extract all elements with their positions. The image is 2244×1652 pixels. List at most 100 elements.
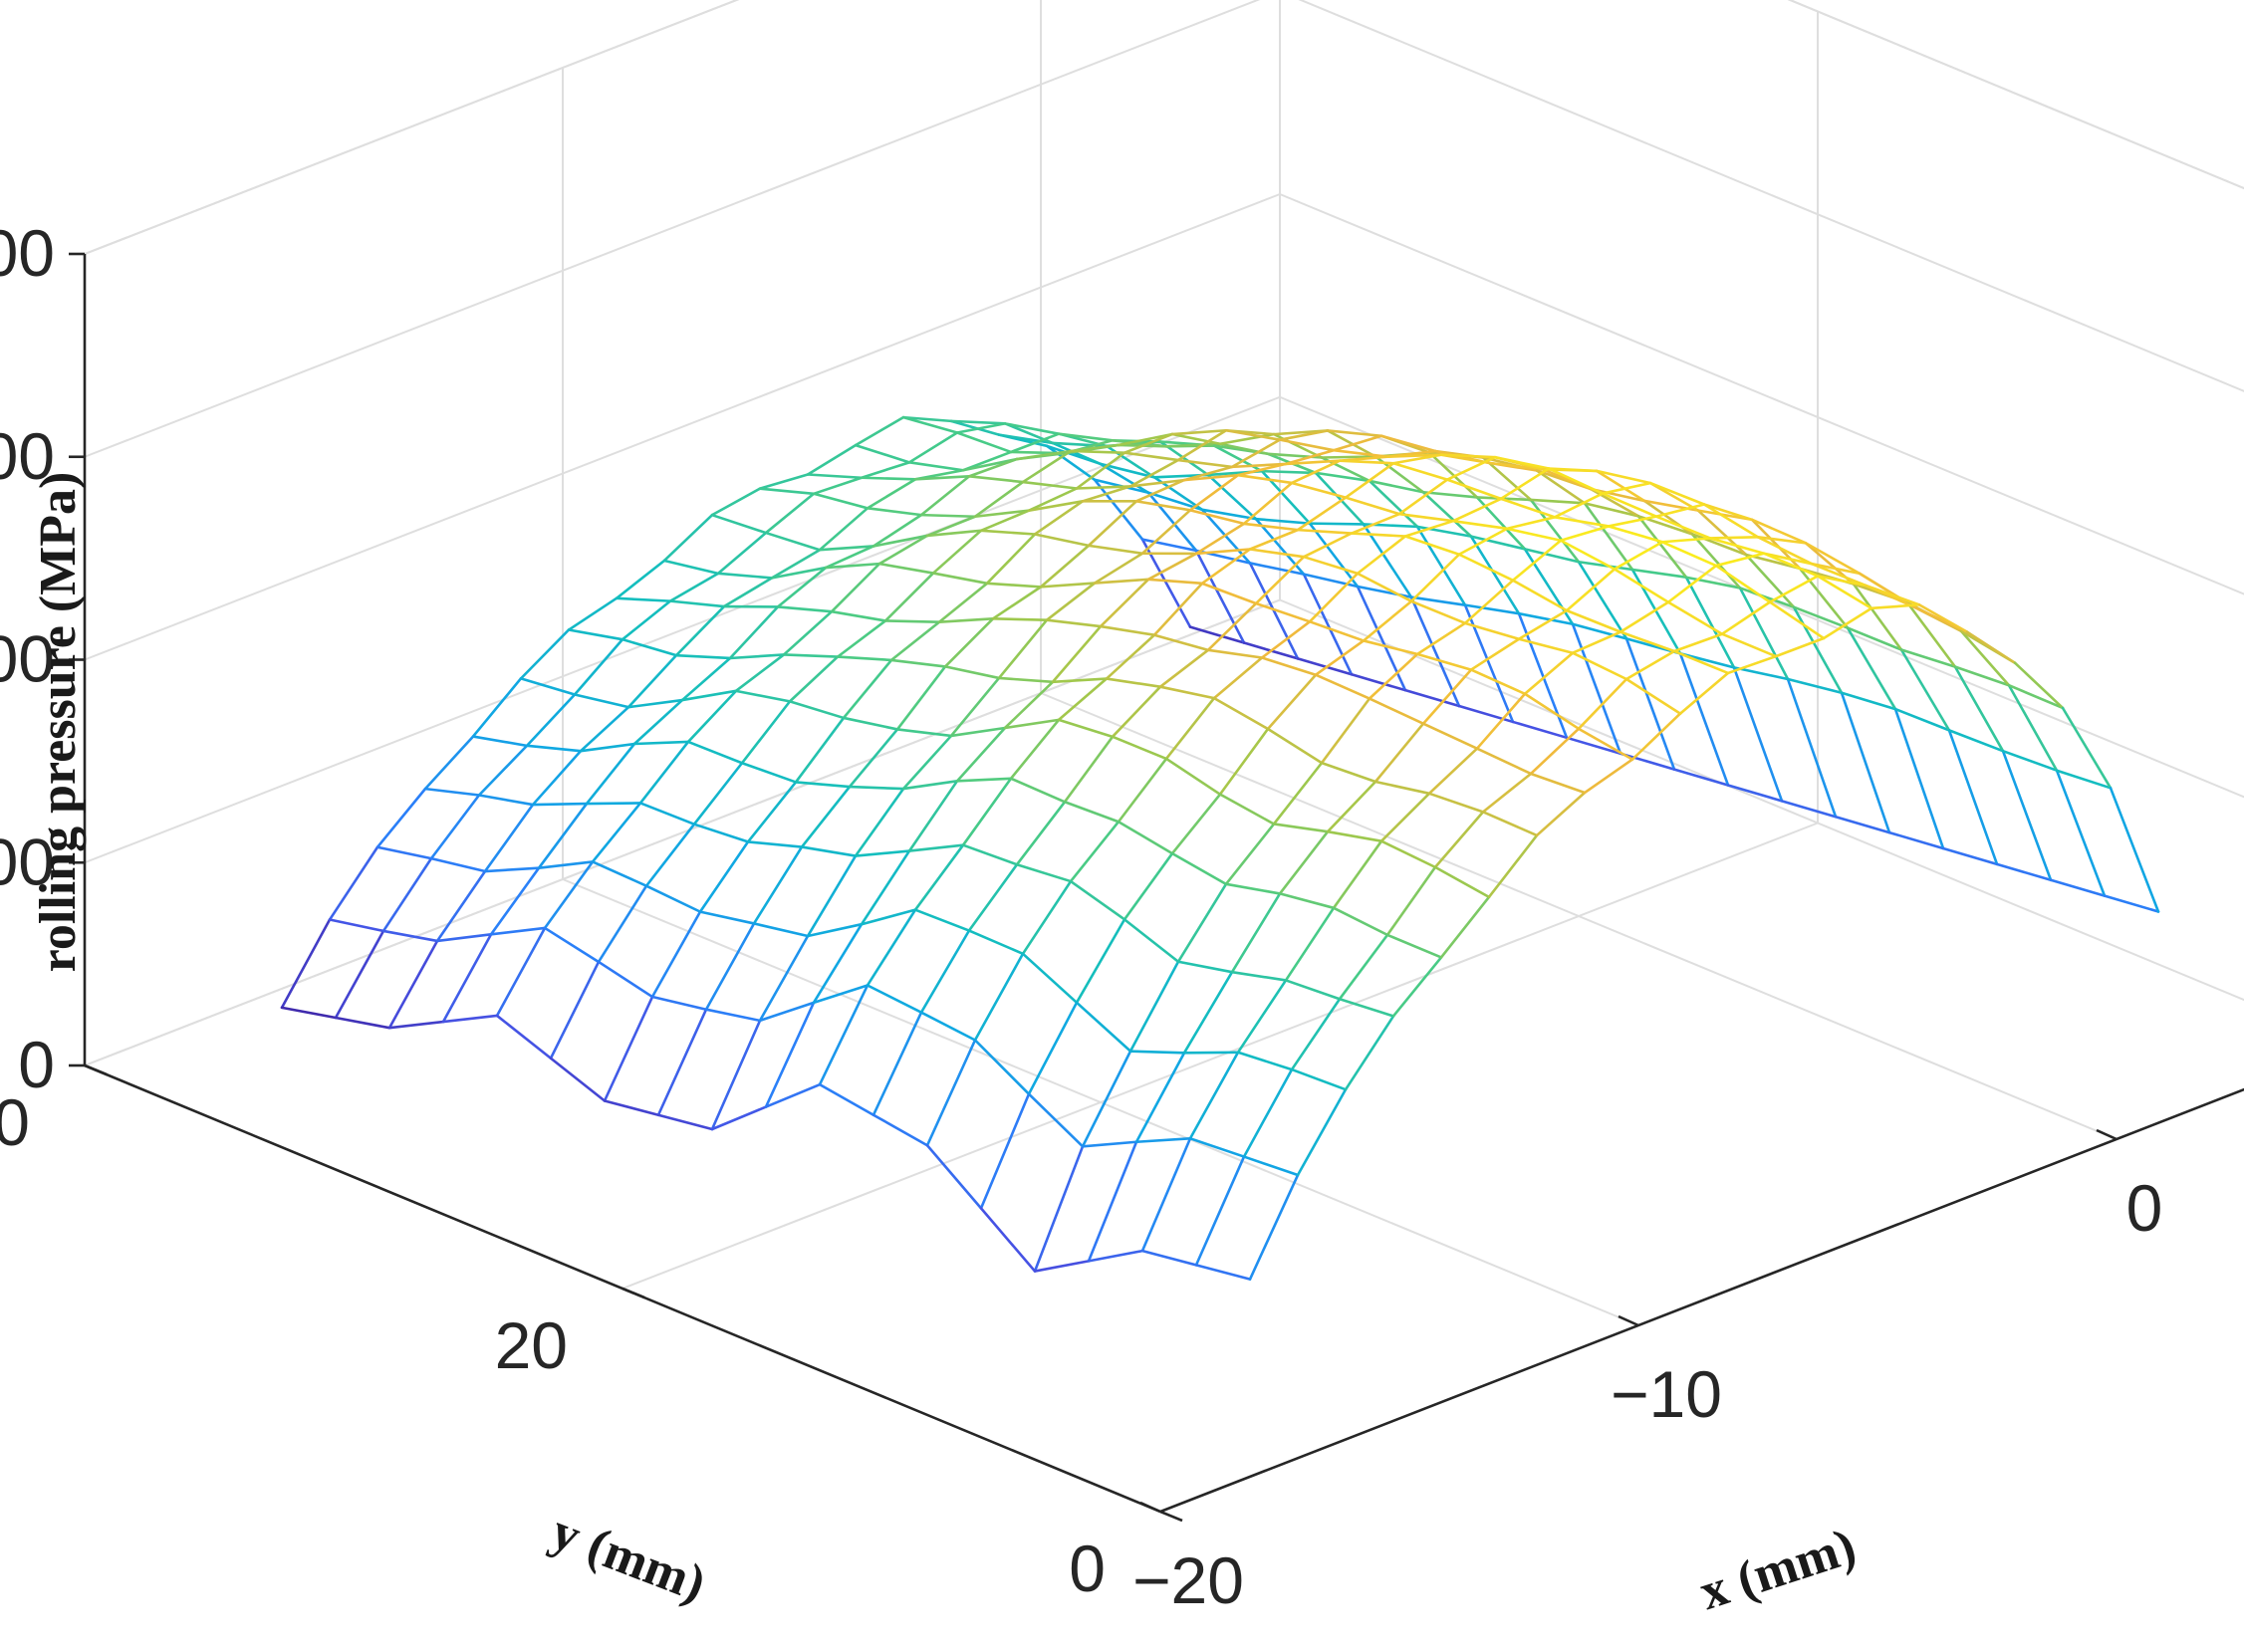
mesh-line [603,1099,660,1117]
mesh-line [1093,478,1144,541]
mesh-line [381,929,439,943]
mesh-line [1290,997,1342,1071]
mesh-line [764,1082,822,1108]
mesh-line [1164,696,1216,761]
mesh-line [1571,651,1628,681]
mesh-line [1248,1173,1300,1281]
mesh-line [991,586,1043,620]
mesh-line [734,689,792,703]
mesh-line [1756,536,1814,566]
mesh-line [991,616,1049,621]
mesh-line [955,431,1013,454]
mesh-line [901,415,959,434]
mesh-line [1481,456,1533,502]
mesh-line [883,619,941,624]
mesh-line [1403,519,1455,538]
mesh-line [1505,527,1563,543]
mesh-line [1272,823,1330,833]
mesh-line [1045,618,1103,628]
mesh-line [1947,729,1999,866]
mesh-line [854,787,905,857]
mesh-line [1505,516,1557,531]
mesh-line [812,984,870,1005]
mesh-line [1021,879,1073,956]
mesh-line [1128,1050,1186,1055]
mesh-line [1858,572,1915,608]
mesh-line [1170,793,1222,855]
mesh-line [662,513,714,563]
mesh-line [1834,815,1891,834]
mesh-line [1756,536,1808,545]
mesh-line [1045,444,1097,482]
mesh-line [1577,560,1628,640]
mesh-line [1188,1137,1246,1158]
mesh-line [1678,671,1730,715]
mesh-line [1218,793,1276,826]
mesh-line [1003,680,1055,730]
mesh-line [1887,830,1945,850]
mesh-line [1033,500,1085,536]
mesh-line [1176,882,1228,964]
mesh-line [1099,462,1150,495]
mesh-line [1176,428,1228,462]
mesh-line [866,478,917,510]
mesh-line [1021,952,1079,1005]
mesh-line [1200,548,1252,586]
mesh-line [1517,637,1575,655]
mesh-line [1403,535,1461,557]
mesh-line [866,908,917,987]
x-tick-label: 0 [2126,1171,2163,1245]
mesh-line [489,866,541,936]
mesh-line [1254,555,1306,605]
mesh-line [680,689,738,702]
mesh-line [656,1113,714,1131]
mesh-line [848,785,905,791]
mesh-line [1075,451,1126,490]
mesh-line [1224,823,1276,886]
grid-line-z [84,0,1261,458]
mesh-line [883,572,935,622]
mesh-line [644,884,702,913]
z-axis-label: rolling pressure (MPa) [30,472,87,973]
mesh-line [794,716,846,784]
mesh-line [1577,677,1628,731]
mesh-line [872,513,923,548]
mesh-line [1242,481,1294,526]
mesh-line [824,545,875,570]
mesh-line [1469,535,1527,551]
mesh-line [949,676,1001,738]
mesh-line [1786,677,1844,695]
mesh-line [1069,820,1121,883]
mesh-line [435,869,487,943]
mesh-line [1804,542,1862,576]
mesh-line [1636,514,1688,580]
mesh-line [698,910,756,925]
mesh-line [812,922,864,1005]
mesh-line [1648,481,1706,506]
mesh-line [800,845,858,857]
mesh-line [1953,665,2005,753]
mesh-line [937,616,995,624]
mesh-line [1499,467,1551,501]
mesh-line [1529,498,1587,505]
grid-line-z [1279,395,2244,799]
mesh-line [919,1011,977,1042]
mesh-line [1248,528,1300,551]
mesh-line [1415,525,1467,606]
mesh-line [1140,538,1198,553]
mesh-line [1810,562,1862,576]
mesh-line [913,475,971,481]
mesh-line [1732,666,1784,803]
mesh-line [549,1057,607,1102]
mesh-line [925,1039,977,1147]
mesh-line [961,450,1013,472]
mesh-line [686,740,744,765]
mesh-line [2103,894,2160,913]
mesh-line [1391,461,1449,481]
x-axis-label: x (mm) [1693,1518,1863,1621]
mesh-line [1194,1155,1246,1267]
mesh-line [764,492,816,535]
mesh-line [1965,630,2017,665]
mesh-line [1236,979,1288,1055]
mesh-line [1015,862,1073,883]
